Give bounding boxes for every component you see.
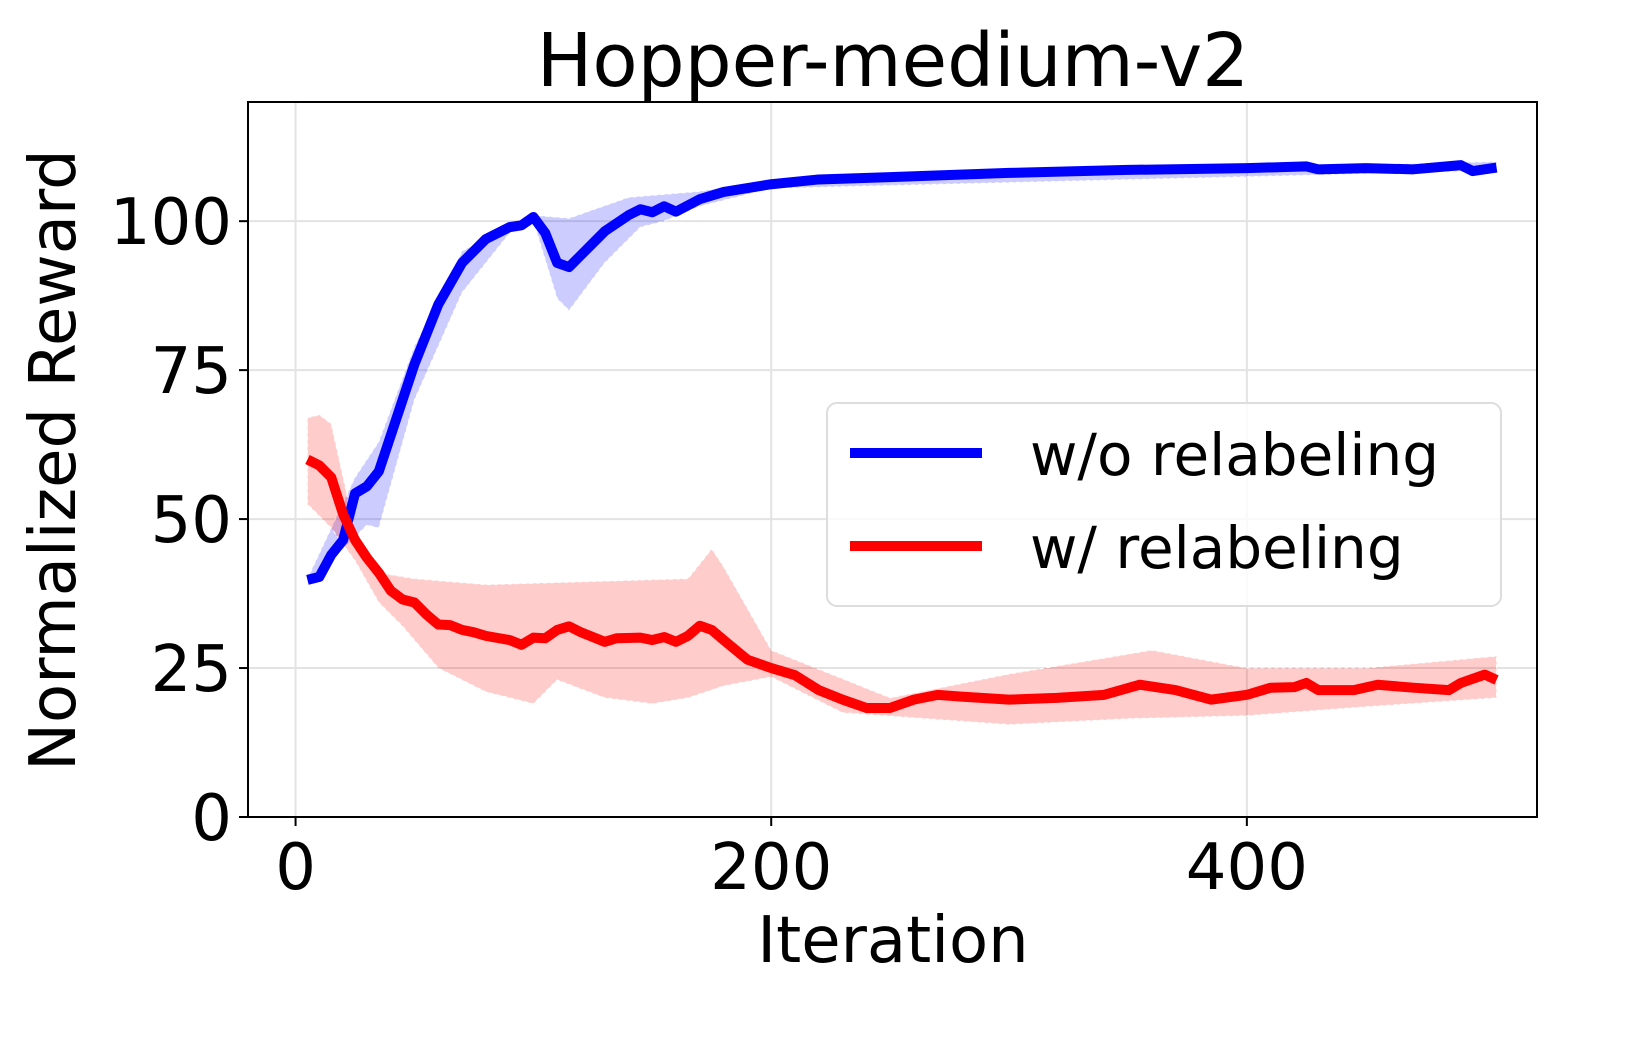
y-tick-label: 100: [110, 186, 232, 260]
legend-label-0: w/o relabeling: [1030, 421, 1439, 489]
chart-title: Hopper-medium-v2: [537, 18, 1250, 104]
legend-label-1: w/ relabeling: [1030, 514, 1404, 582]
y-tick-label: 25: [151, 633, 232, 707]
y-axis-label: Normalized Reward: [17, 149, 91, 771]
legend: w/o relabeling w/ relabeling: [827, 403, 1501, 606]
y-tick-label: 75: [151, 335, 232, 409]
x-tick-label: 400: [1186, 831, 1308, 905]
x-tick-label: 200: [710, 831, 832, 905]
x-tick-label: 0: [275, 831, 316, 905]
y-tick-label: 0: [191, 782, 232, 856]
x-axis-label: Iteration: [757, 904, 1028, 978]
y-tick-label: 50: [151, 484, 232, 558]
